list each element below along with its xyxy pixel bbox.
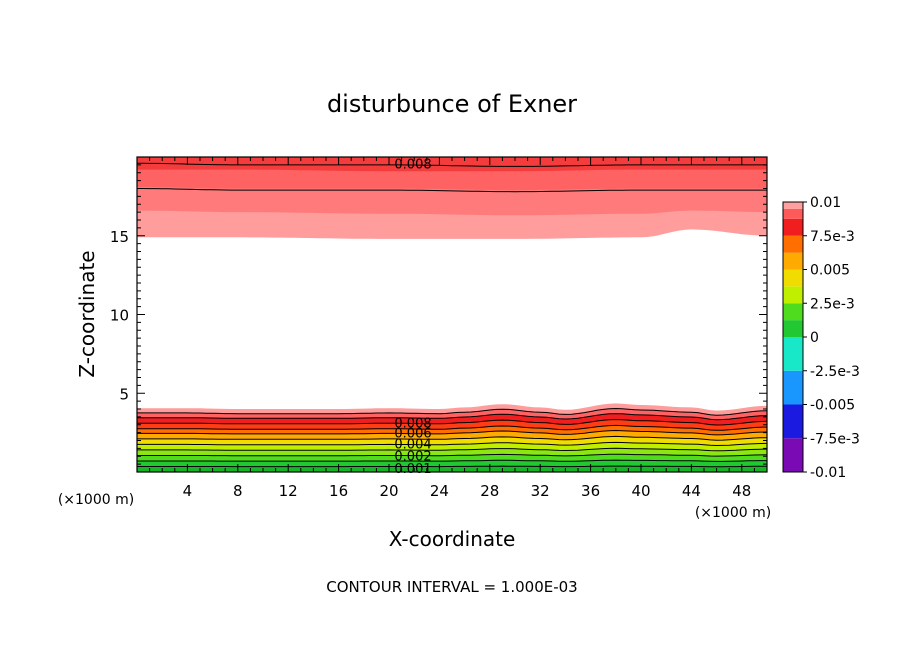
y-tick-label: 5 bbox=[119, 385, 129, 403]
x-tick-label: 4 bbox=[183, 482, 193, 500]
contour-field bbox=[137, 157, 767, 472]
colorbar-band-3 bbox=[783, 337, 803, 371]
y-tick-label: 15 bbox=[110, 228, 129, 246]
contour-label: 0.001 bbox=[394, 462, 431, 477]
colorbar-band-8 bbox=[783, 252, 803, 270]
colorbar-band-5 bbox=[783, 303, 803, 321]
x-tick-label: 28 bbox=[480, 482, 499, 500]
y-axis-label: Z-coordinate bbox=[75, 250, 99, 377]
colorbar-band-7 bbox=[783, 269, 803, 287]
x-tick-label: 24 bbox=[430, 482, 449, 500]
colorbar: 0.01 7.5e-3 0.005 2.5e-3 0 -2.5e-3 -0.005 -7.5e… bbox=[782, 195, 860, 481]
x-tick-label: 16 bbox=[329, 482, 348, 500]
colorbar-label: 0.005 bbox=[810, 263, 850, 279]
upper-contour-line-1 bbox=[137, 162, 767, 167]
x-axis-label: X-coordinate bbox=[389, 527, 516, 551]
lower-contour-line-8 bbox=[137, 453, 767, 457]
colorbar-band-1 bbox=[783, 404, 803, 439]
colorbar-label: -0.01 bbox=[810, 465, 846, 481]
upper-band-3 bbox=[137, 157, 767, 172]
contour-label: 0.004 bbox=[394, 438, 431, 453]
colorbar-label: -2.5e-3 bbox=[810, 364, 860, 380]
colorbar-label: 0.01 bbox=[810, 195, 841, 211]
x-tick-label: 20 bbox=[379, 482, 398, 500]
contour-label: 0.008 bbox=[394, 157, 431, 172]
contour-label: 0.002 bbox=[394, 449, 431, 464]
colorbar-band-11 bbox=[783, 208, 803, 219]
colorbar-band-12 bbox=[783, 202, 803, 209]
colorbar-label: 7.5e-3 bbox=[810, 229, 855, 245]
colorbar-band-6 bbox=[783, 286, 803, 304]
chart-title: disturbunce of Exner bbox=[327, 90, 577, 118]
lower-contour-line-4 bbox=[137, 429, 767, 436]
contour-interval-note: CONTOUR INTERVAL = 1.000E-03 bbox=[326, 578, 577, 596]
x-tick-label: 48 bbox=[732, 482, 751, 500]
colorbar-band-0 bbox=[783, 438, 803, 472]
x-tick-label: 12 bbox=[279, 482, 298, 500]
lower-contour-line-5 bbox=[137, 435, 767, 441]
colorbar-label: 2.5e-3 bbox=[810, 296, 855, 312]
x-tick-label: 32 bbox=[531, 482, 550, 500]
colorbar-band-9 bbox=[783, 235, 803, 253]
lower-contour-line-6 bbox=[137, 441, 767, 447]
lower-contour-line-7 bbox=[137, 447, 767, 452]
x-tick-label: 36 bbox=[581, 482, 600, 500]
lower-contour-line-2 bbox=[137, 418, 767, 426]
x-tick-label: 44 bbox=[682, 482, 701, 500]
colorbar-label: -7.5e-3 bbox=[810, 431, 860, 447]
lower-contour-line-1 bbox=[137, 413, 767, 421]
y-unit-label: (×1000 m) bbox=[695, 505, 771, 521]
colorbar-label: 0 bbox=[810, 330, 819, 346]
x-tick-label: 40 bbox=[631, 482, 650, 500]
colorbar-label: -0.005 bbox=[810, 398, 855, 414]
upper-contour-line-0 bbox=[137, 188, 767, 193]
x-tick-label: 8 bbox=[233, 482, 243, 500]
lower-contour-line-3 bbox=[137, 424, 767, 431]
lower-contour-line-9 bbox=[137, 459, 767, 462]
lower-contour-line-0 bbox=[137, 407, 767, 416]
colorbar-band-10 bbox=[783, 218, 803, 236]
lower-contour-line-10 bbox=[137, 465, 767, 468]
colorbar-band-4 bbox=[783, 320, 803, 337]
contour-label: 0.008 bbox=[394, 416, 431, 431]
contour-label: 0.006 bbox=[394, 427, 431, 442]
y-tick-label: 10 bbox=[110, 307, 129, 325]
x-unit-label: (×1000 m) bbox=[58, 492, 134, 508]
colorbar-band-2 bbox=[783, 370, 803, 405]
